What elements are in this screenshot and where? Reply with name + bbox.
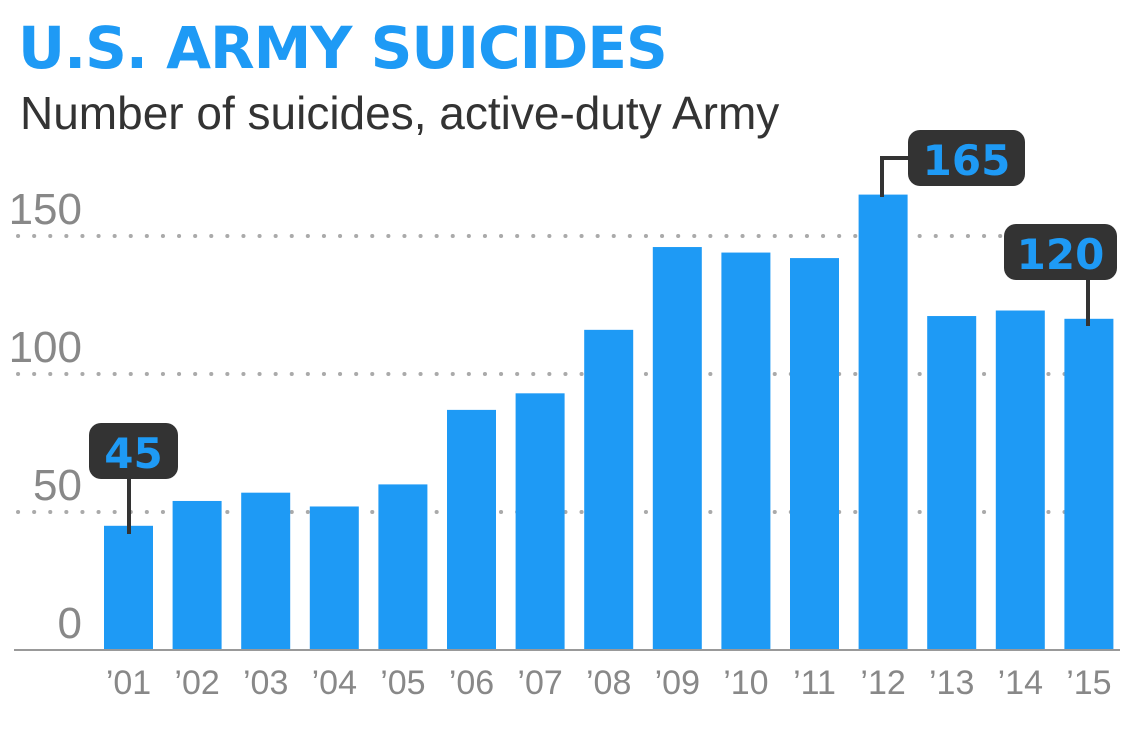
x-tick-label: ’11 — [793, 664, 836, 702]
callout-leader — [880, 156, 908, 197]
x-tick-label: ’09 — [655, 664, 700, 702]
x-tick-label: ’04 — [312, 664, 357, 702]
x-tick-label: ’08 — [586, 664, 631, 702]
callout-label: 120 — [1017, 230, 1105, 279]
bar — [652, 247, 702, 651]
bar — [447, 409, 496, 650]
bar — [1064, 318, 1114, 650]
callout-label: 45 — [104, 429, 162, 478]
x-tick-label: ’03 — [243, 664, 288, 702]
callout-box — [1004, 224, 1117, 280]
bar — [858, 194, 908, 650]
bar — [790, 258, 839, 650]
bar — [378, 484, 428, 650]
bar — [172, 500, 222, 650]
bar — [104, 525, 153, 650]
bar — [927, 316, 977, 650]
y-tick-label: 50 — [33, 461, 82, 510]
y-tick-label: 100 — [9, 323, 82, 372]
y-axis-ticks: 0 50 100 150 — [9, 185, 82, 648]
callout-box — [89, 423, 178, 479]
chart-title: U.S. ARMY SUICIDES — [18, 14, 668, 82]
x-tick-label: ’10 — [723, 664, 768, 702]
bar — [721, 252, 771, 650]
bar — [584, 329, 634, 650]
y-tick-label: 150 — [9, 185, 82, 234]
x-tick-label: ’07 — [517, 664, 562, 702]
callout-box — [908, 130, 1025, 186]
x-axis-ticks: ’01 ’02 ’03 ’04 ’05 ’06 ’07 ’08 ’09 ’10 ’11 ’12 ’13 ’… — [106, 664, 1112, 702]
bar — [241, 492, 291, 650]
y-tick-label: 0 — [58, 599, 82, 648]
bar — [995, 310, 1045, 650]
x-tick-label: ’05 — [380, 664, 425, 702]
x-tick-label: ’06 — [449, 664, 494, 702]
bar — [309, 506, 359, 650]
x-tick-label: ’02 — [174, 664, 219, 702]
callout-label: 165 — [923, 136, 1011, 185]
x-tick-label: ’12 — [860, 664, 905, 702]
bar — [515, 393, 565, 650]
x-tick-label: ’14 — [998, 664, 1043, 702]
x-tick-label: ’01 — [106, 664, 151, 702]
bars — [104, 194, 1114, 651]
x-tick-label: ’15 — [1066, 664, 1111, 702]
x-tick-label: ’13 — [929, 664, 974, 702]
chart-subtitle: Number of suicides, active-duty Army — [20, 87, 780, 139]
